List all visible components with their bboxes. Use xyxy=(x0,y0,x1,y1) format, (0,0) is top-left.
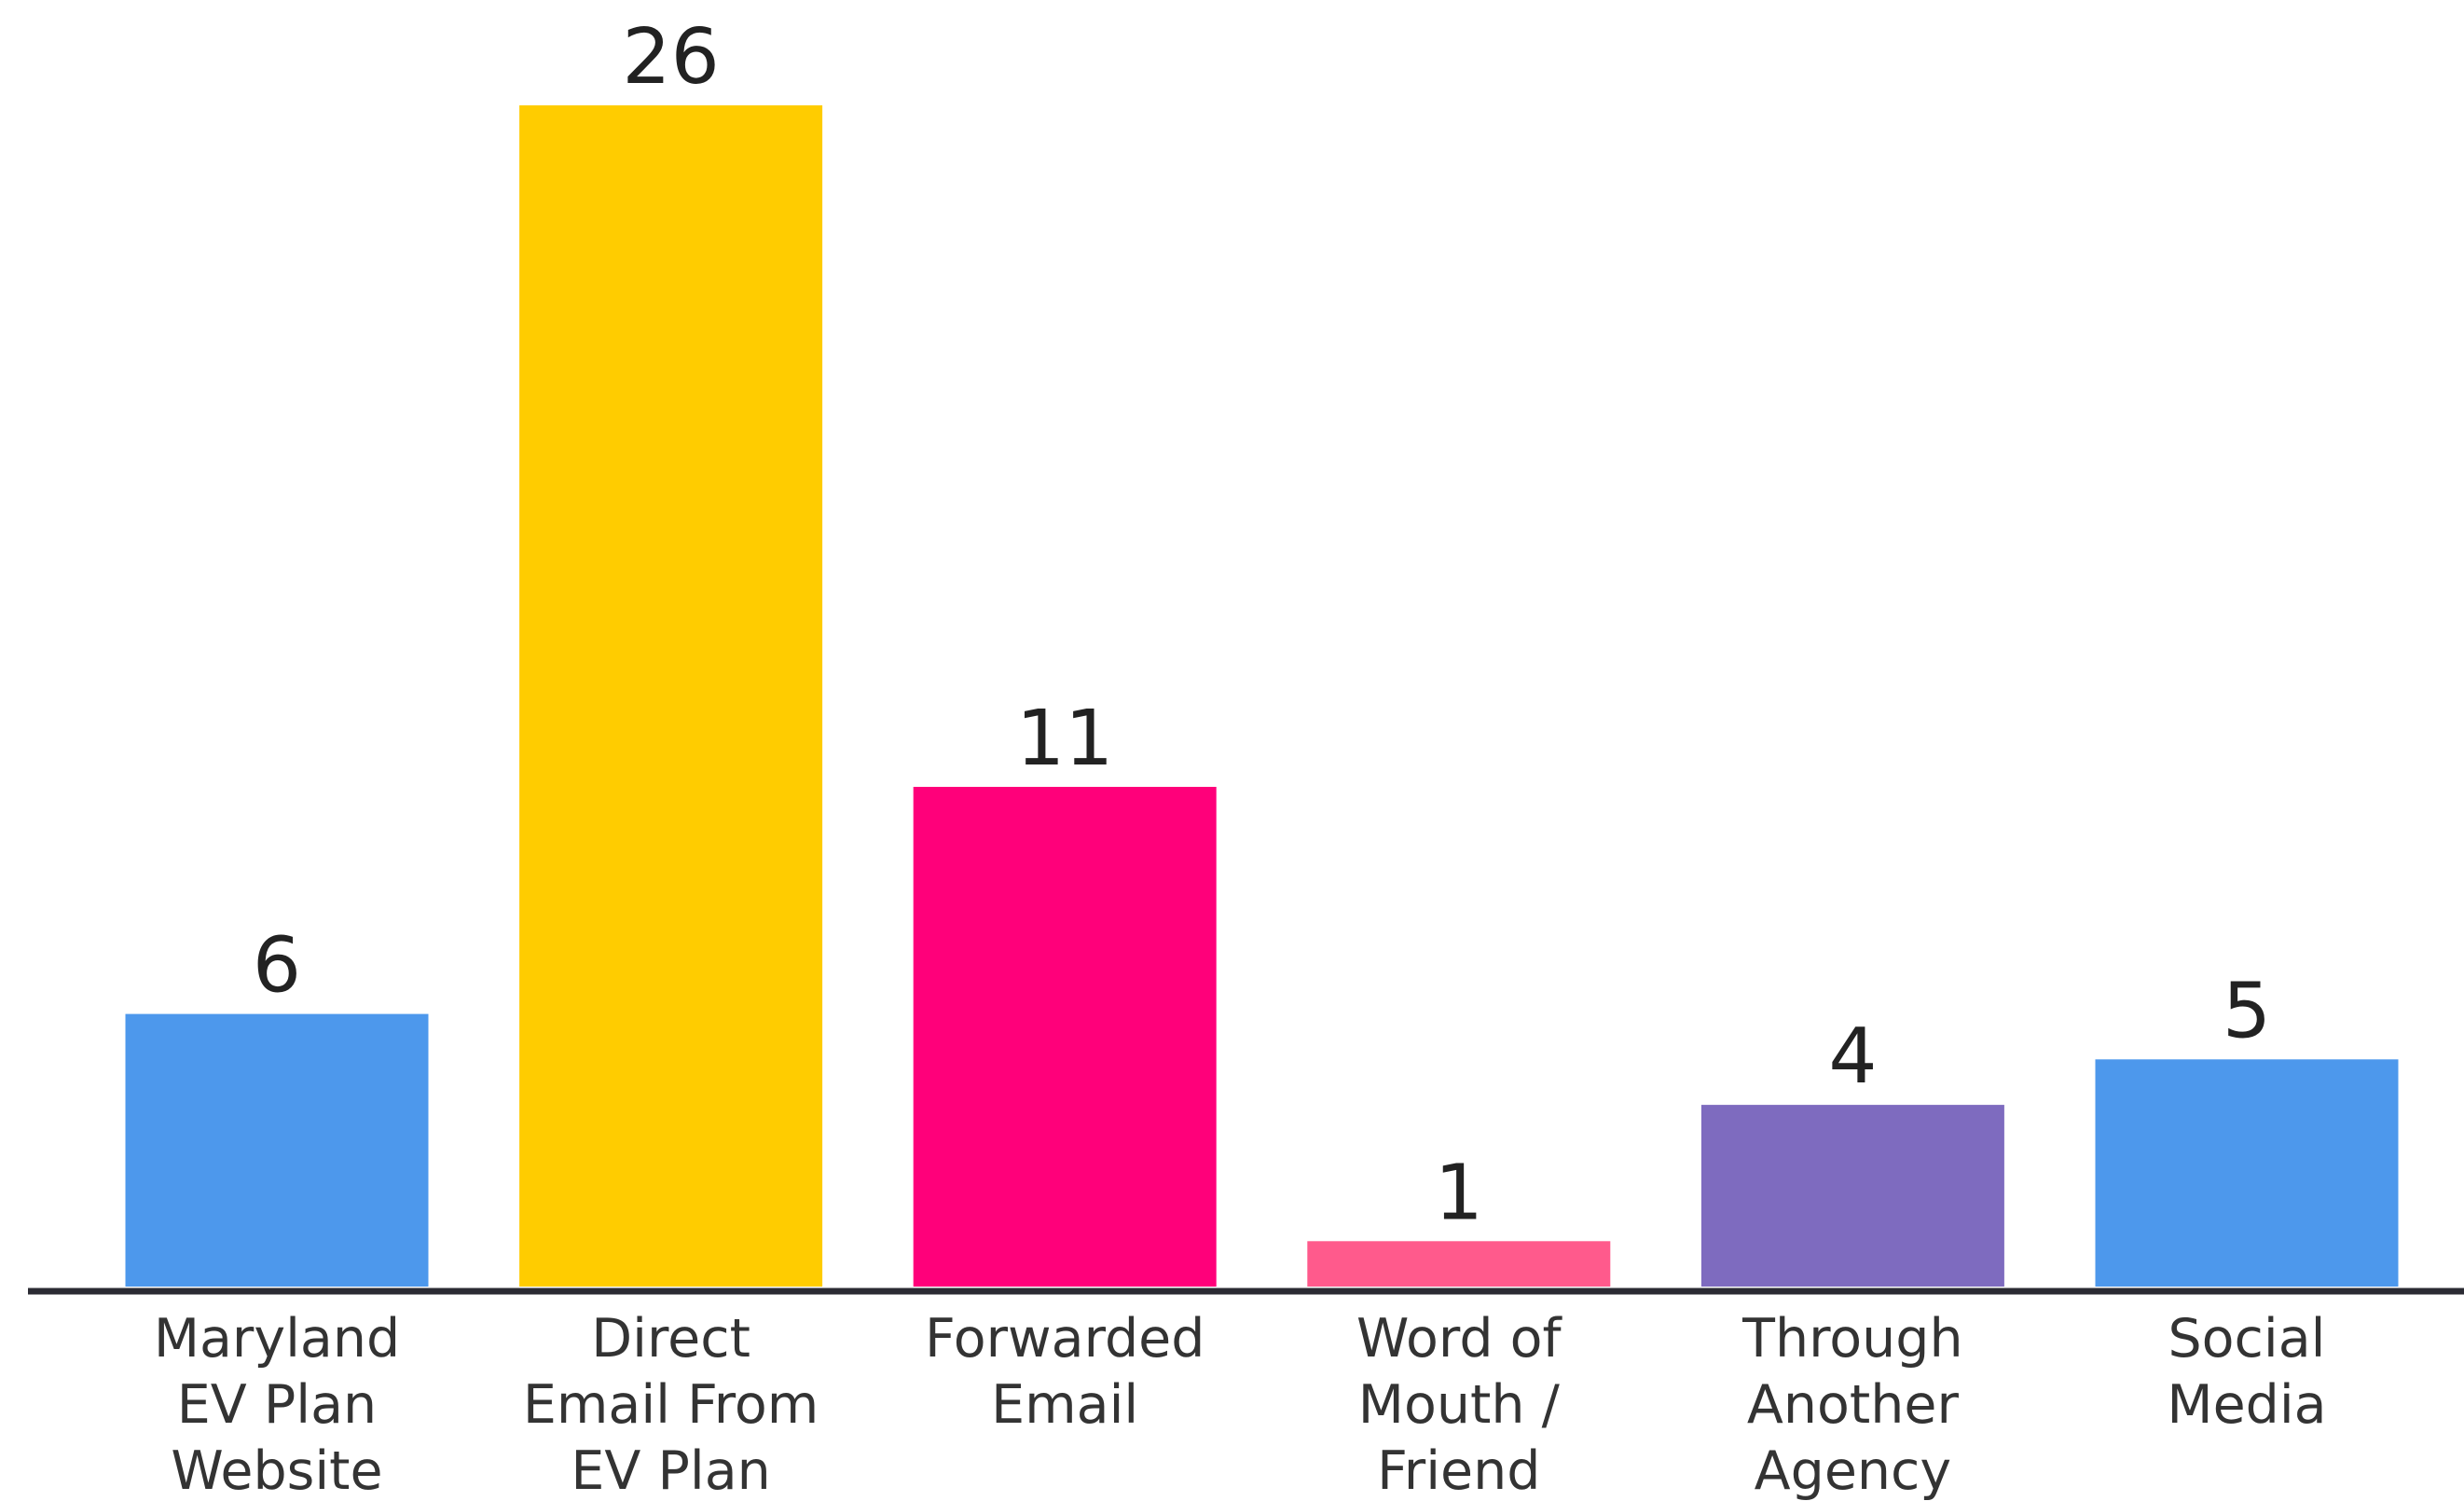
bar-value-label-3: 1 xyxy=(1435,1149,1483,1237)
category-label-line: Website xyxy=(171,1440,382,1501)
bar-3 xyxy=(1307,1241,1611,1287)
category-label-line: Another xyxy=(1747,1374,1960,1436)
bar-value-label-4: 4 xyxy=(1828,1012,1877,1101)
bar-5 xyxy=(2095,1059,2399,1287)
bar-value-label-1: 26 xyxy=(622,13,719,102)
category-label-line: Direct xyxy=(591,1308,750,1370)
category-label-line: Media xyxy=(2167,1374,2326,1436)
category-label-line: Mouth / xyxy=(1358,1374,1561,1436)
category-label-line: Through xyxy=(1741,1308,1962,1370)
category-label-line: Email xyxy=(991,1374,1138,1436)
category-label-2: Forwarded Email xyxy=(925,1308,1204,1436)
category-label-line: Social xyxy=(2168,1308,2326,1370)
category-label-1: Direct Email From EV Plan xyxy=(523,1308,819,1501)
bar-value-label-5: 5 xyxy=(2223,967,2271,1055)
category-label-line: EV Plan xyxy=(177,1374,377,1436)
bar-0 xyxy=(125,1013,429,1287)
category-label-line: Agency xyxy=(1755,1440,1951,1501)
category-label-line: Email From xyxy=(523,1374,819,1436)
bar-2 xyxy=(913,787,1217,1287)
category-label-line: Friend xyxy=(1377,1440,1540,1501)
bar-value-label-2: 11 xyxy=(1016,695,1113,783)
category-label-5: Social Media xyxy=(2167,1308,2326,1436)
category-label-3: Word of Mouth / Friend xyxy=(1356,1308,1563,1501)
bar-1 xyxy=(519,105,823,1287)
bar-4 xyxy=(1700,1105,2004,1287)
bars-group xyxy=(125,105,2399,1287)
category-label-line: Forwarded xyxy=(925,1308,1204,1370)
category-label-0: Maryland EV Plan Website xyxy=(154,1308,400,1501)
category-label-line: Word of xyxy=(1356,1308,1563,1370)
category-label-4: Through Another Agency xyxy=(1741,1308,1962,1501)
category-label-line: EV Plan xyxy=(571,1440,770,1501)
bar-value-label-0: 6 xyxy=(253,922,301,1011)
category-label-line: Maryland xyxy=(154,1308,400,1370)
